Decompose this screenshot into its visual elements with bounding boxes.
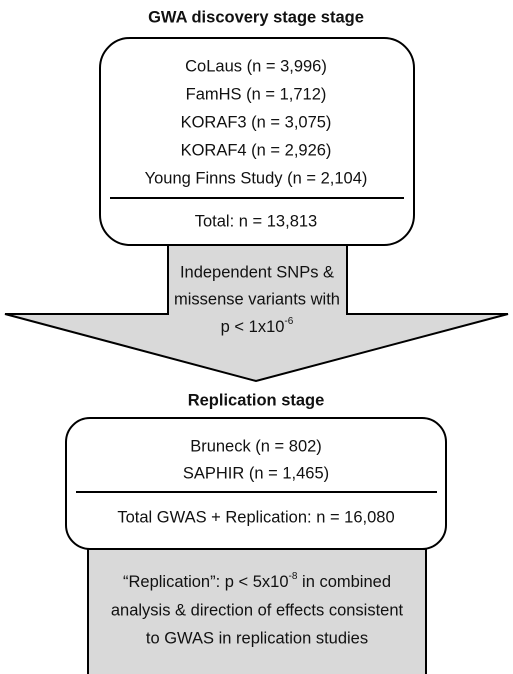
study: KORAF4 (n = 2,926): [181, 141, 332, 159]
criteria-rest: in combined: [297, 573, 391, 591]
criteria-box: [87, 548, 427, 674]
criteria-exp: -8: [289, 571, 298, 582]
replication-title: Replication stage: [188, 391, 325, 409]
discovery-studies: CoLaus (n = 3,996) FamHS (n = 1,712) KORAF…: [145, 57, 368, 187]
study: KORAF3 (n = 3,075): [181, 113, 332, 131]
study: SAPHIR (n = 1,465): [183, 464, 329, 482]
criteria-text: “Replication”: p < 5x10-8 in combined: [123, 571, 391, 592]
criteria-text: to GWAS in replication studies: [146, 629, 368, 647]
study: FamHS (n = 1,712): [186, 85, 327, 103]
study: Young Finns Study (n = 2,104): [145, 169, 368, 187]
criteria-base: “Replication”: p < 5x10: [123, 573, 289, 591]
arrow-text: p < 1x10-6: [221, 316, 294, 337]
study: CoLaus (n = 3,996): [185, 57, 327, 75]
p-exp: -6: [284, 316, 293, 327]
criteria-text: analysis & direction of effects consiste…: [111, 601, 404, 619]
replication-studies: Bruneck (n = 802) SAPHIR (n = 1,465): [183, 437, 329, 482]
arrow-text: missense variants with: [174, 290, 340, 308]
study: Bruneck (n = 802): [190, 437, 322, 455]
discovery-title: GWA discovery stage stage: [148, 8, 364, 26]
p-base: p < 1x10: [221, 318, 285, 336]
discovery-total: Total: n = 13,813: [195, 212, 317, 230]
arrow-text: Independent SNPs &: [180, 263, 334, 281]
replication-total: Total GWAS + Replication: n = 16,080: [117, 508, 394, 526]
arrow: [4, 244, 509, 383]
